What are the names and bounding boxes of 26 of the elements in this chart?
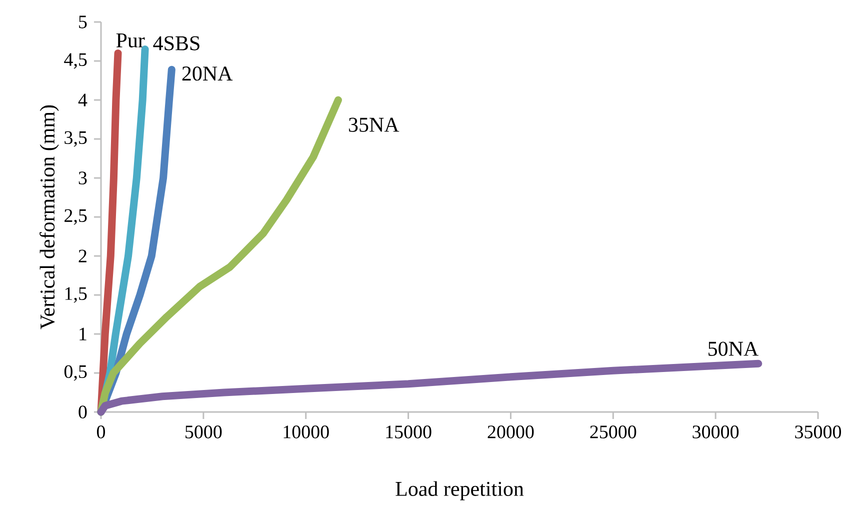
series-label: 20NA <box>182 66 233 81</box>
series-label: 50NA <box>708 342 758 356</box>
x-tick-label: 20000 <box>488 426 534 438</box>
x-tick-label: 25000 <box>590 426 636 438</box>
series-label: 4SBS <box>153 36 200 50</box>
y-tick-label: 2,5 <box>64 209 87 225</box>
series-label: 35NA <box>348 118 400 132</box>
y-tick-label: 5 <box>79 16 87 28</box>
y-axis-title: Vertical deformation (mm) <box>40 105 59 330</box>
x-tick-label: 0 <box>96 426 106 438</box>
x-axis-title: Load repetition <box>396 481 524 500</box>
y-tick-label: 1 <box>80 328 86 340</box>
y-tick-label: 3 <box>78 172 87 184</box>
series-label: Pur <box>116 33 145 48</box>
y-tick-label: 4 <box>78 94 88 106</box>
y-tick-label: 0 <box>78 406 87 418</box>
y-tick-label: 0,5 <box>64 365 87 381</box>
y-tick-label: 2 <box>78 250 86 262</box>
x-tick-label: 35000 <box>795 426 842 438</box>
y-tick-label: 3,5 <box>64 131 87 147</box>
y-tick-label: 1,5 <box>65 287 87 303</box>
y-tick-label: 4,5 <box>64 53 87 69</box>
x-tick-label: 5000 <box>186 426 222 438</box>
x-tick-label: 15000 <box>386 426 432 438</box>
x-tick-label: 10000 <box>284 426 329 438</box>
x-tick-label: 30000 <box>692 426 739 438</box>
